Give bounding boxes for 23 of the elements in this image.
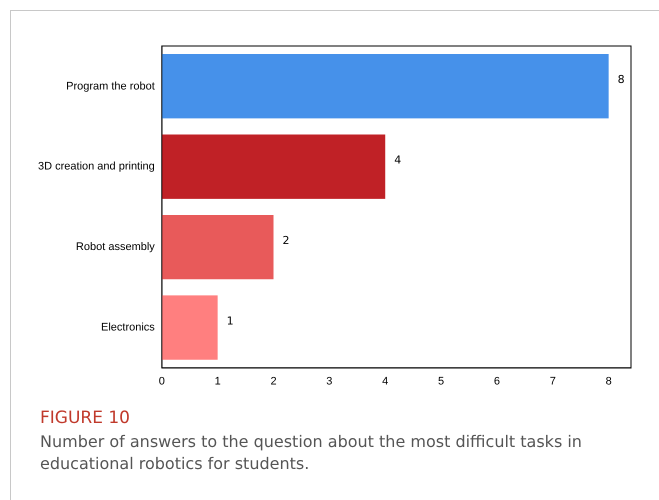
x-tick-label: 6 [494,375,500,388]
bar [162,54,609,118]
text: Number of answers to the question about the most difficult tasks in educational robotics for students. [40,431,583,475]
bar [162,214,274,280]
data-label: 2 [282,234,290,247]
bar [162,295,218,360]
data-label: 8 [618,73,625,86]
x-tick-label: 5 [438,375,444,388]
x-tick-label: 3 [326,375,332,388]
x-tick-label: 4 [382,375,388,388]
x-tick-label: 1 [214,375,221,388]
x-tick-label: 8 [606,375,612,388]
x-tick-label: 0 [158,375,165,388]
bar [162,134,386,199]
x-tick-label: 7 [550,375,556,388]
y-tick-label: Robot assembly [76,241,156,254]
y-tick-label: 3D creation and printing [38,160,155,173]
text: FIGURE 10 [40,408,130,428]
y-tick-label: Electronics [101,322,156,334]
data-label: 1 [226,314,234,328]
x-tick-label: 2 [270,375,277,388]
data-label: 4 [394,154,402,167]
y-tick-label: Program the robot [66,80,155,92]
